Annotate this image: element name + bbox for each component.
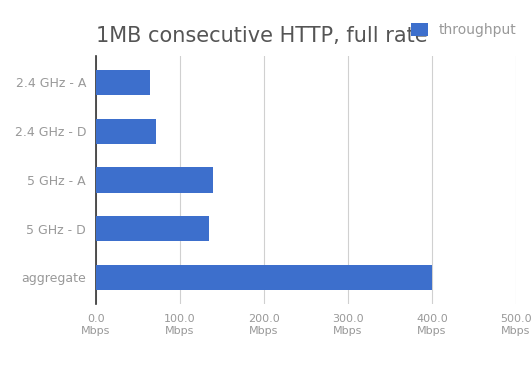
- Bar: [96, 216, 209, 242]
- Legend: throughput: throughput: [405, 18, 522, 43]
- Text: 1MB consecutive HTTP, full rate: 1MB consecutive HTTP, full rate: [96, 26, 427, 46]
- Bar: [96, 118, 156, 144]
- Bar: [96, 167, 213, 193]
- Bar: [96, 70, 151, 95]
- Bar: [96, 265, 432, 290]
